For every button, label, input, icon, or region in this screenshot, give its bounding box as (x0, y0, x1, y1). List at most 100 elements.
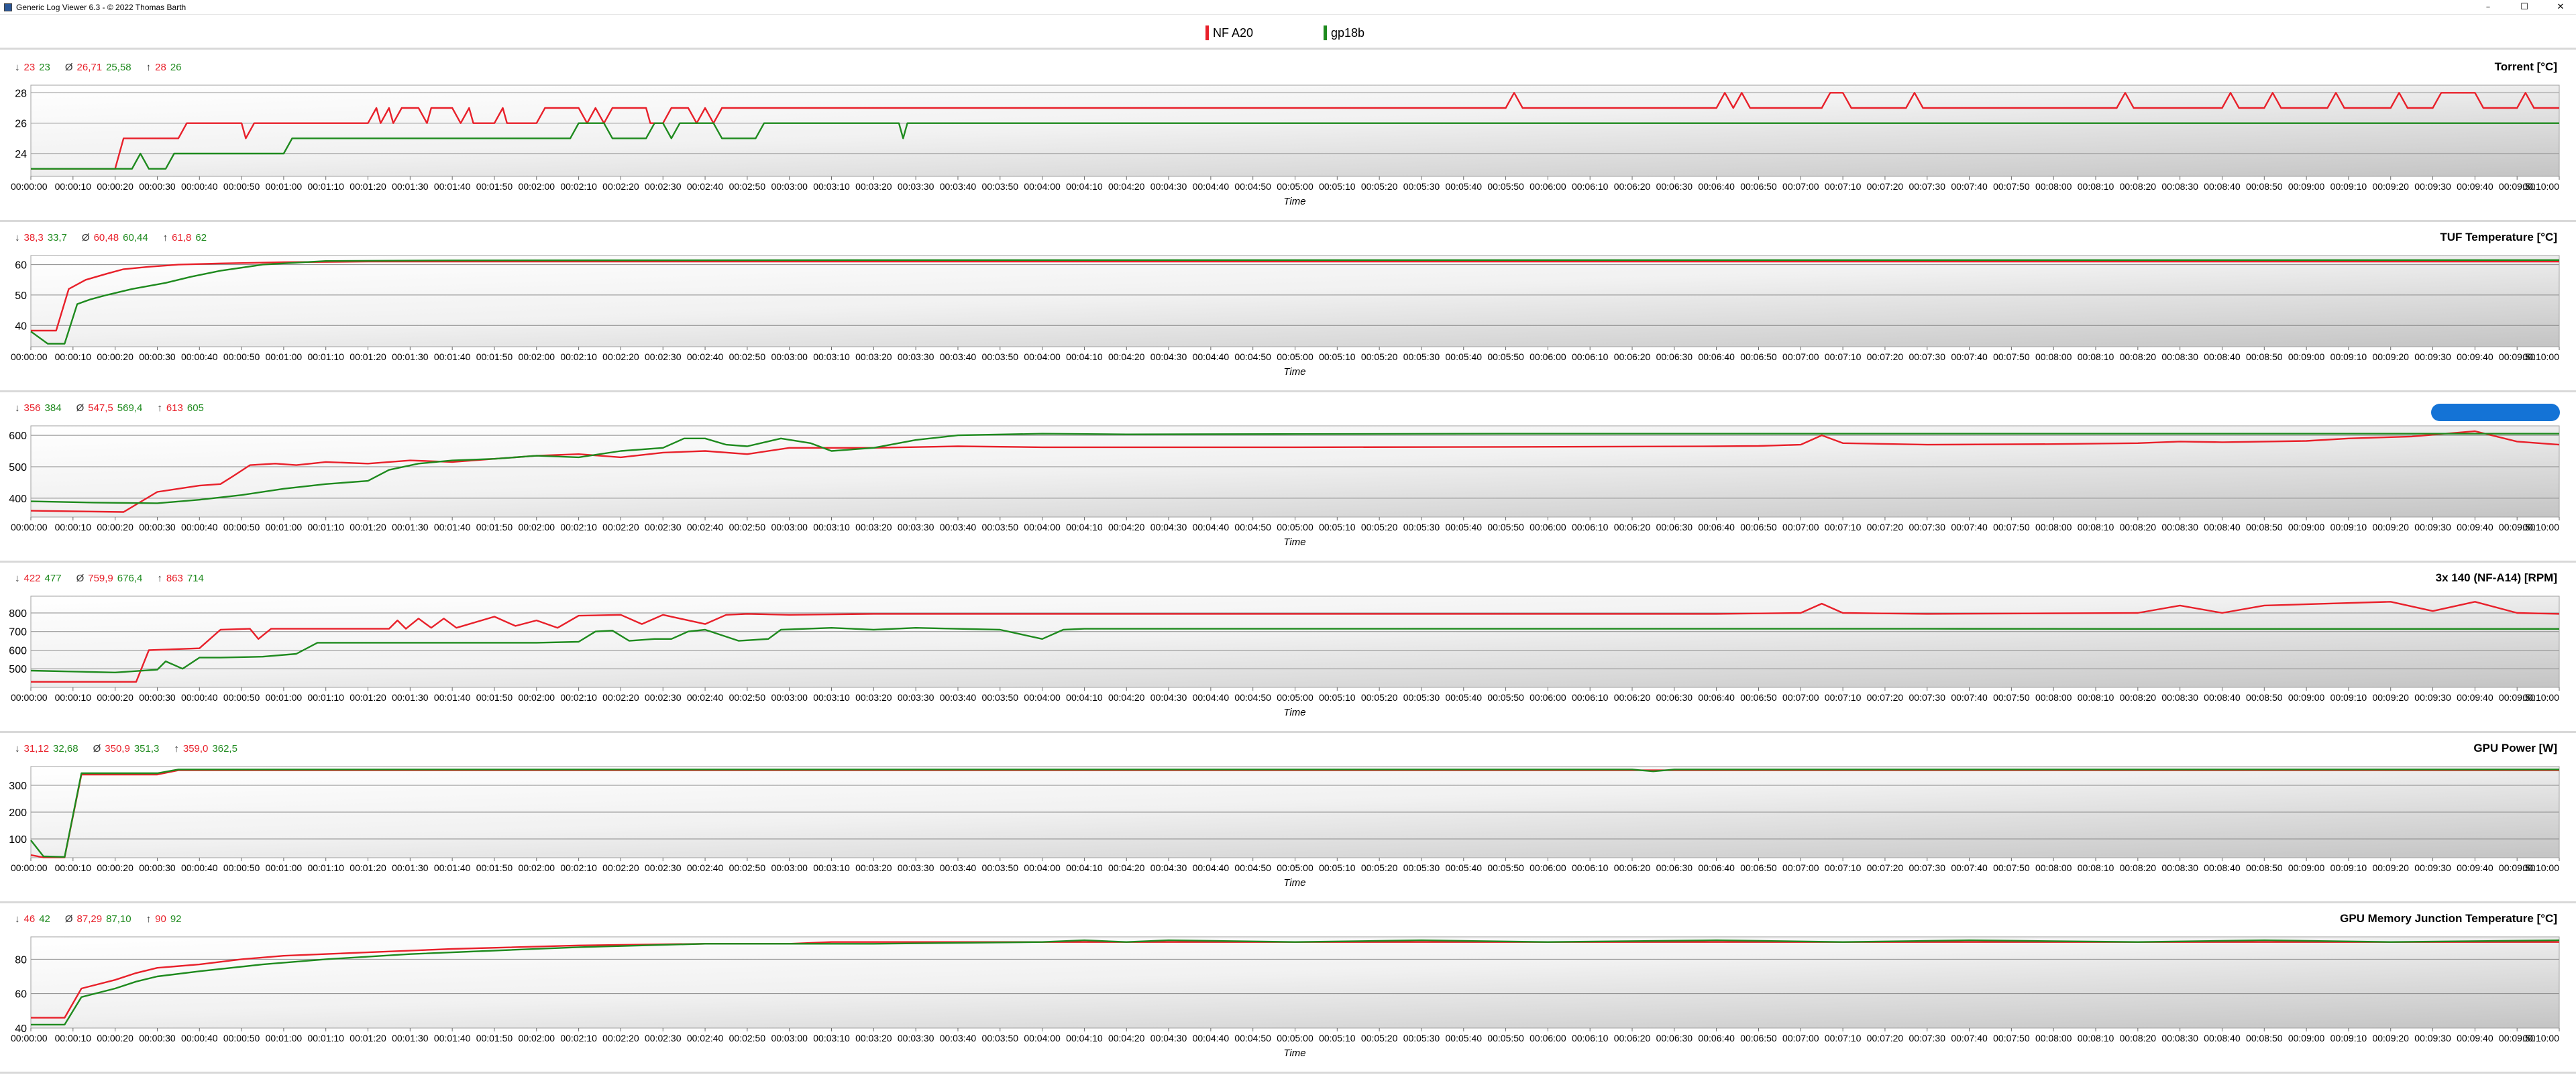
x-tick-label: 00:02:10 (560, 1033, 597, 1043)
x-tick-label: 00:04:40 (1193, 1033, 1230, 1043)
x-tick-label: 00:00:50 (223, 181, 260, 192)
x-tick-label: 00:07:30 (1909, 181, 1946, 192)
x-tick-label: 00:09:20 (2372, 692, 2409, 703)
x-tick-label: 00:06:10 (1572, 1033, 1609, 1043)
x-tick-label: 00:03:30 (898, 351, 934, 362)
x-tick-label: 00:03:40 (940, 1033, 977, 1043)
x-tick-label: 00:08:20 (2120, 351, 2157, 362)
chart-svg[interactable]: ↓ 356 384 Ø 547,5 569,4 ↑ 613 605 400 500 600 00:00:… (0, 392, 2576, 561)
x-tick-label: 00:05:10 (1319, 692, 1356, 703)
plot-background (31, 256, 2559, 347)
x-axis-label: Time (1283, 707, 1305, 718)
x-tick-label: 00:02:10 (560, 862, 597, 873)
x-tick-label: 00:07:20 (1867, 862, 1904, 873)
x-tick-label: 00:05:30 (1403, 862, 1440, 873)
y-tick-label: 100 (9, 834, 27, 846)
x-tick-label: 00:03:20 (855, 522, 892, 532)
x-tick-label: 00:02:20 (602, 1033, 639, 1043)
plot-background (31, 426, 2559, 517)
x-tick-label: 00:05:30 (1403, 1033, 1440, 1043)
plot-background (31, 596, 2559, 687)
x-tick-label: 00:04:10 (1066, 692, 1103, 703)
x-tick-label: 00:03:00 (771, 862, 808, 873)
stat-value: 92 (170, 913, 182, 925)
x-tick-label: 00:00:00 (11, 1033, 48, 1043)
chart-panel[interactable]: ↓ 38,3 33,7 Ø 60,48 60,44 ↑ 61,8 62 TUF Temperatu… (0, 222, 2576, 390)
stat-value: 714 (187, 573, 204, 584)
close-button[interactable]: ✕ (2557, 2, 2565, 12)
x-tick-label: 00:03:20 (855, 692, 892, 703)
x-tick-label: 00:01:20 (350, 351, 386, 362)
x-tick-label: 00:04:50 (1234, 522, 1271, 532)
chart-svg[interactable]: ↓ 422 477 Ø 759,9 676,4 ↑ 863 714 3x 140 (NF-A14)… (0, 563, 2576, 731)
y-tick-label: 200 (9, 807, 27, 819)
x-tick-label: 00:06:40 (1698, 181, 1735, 192)
x-tick-label: 00:09:00 (2288, 351, 2325, 362)
x-tick-label: 00:01:50 (476, 181, 513, 192)
stats-summary: ↓ 31,12 32,68 Ø 350,9 351,3 ↑ 359,0 362,5 (15, 743, 237, 754)
legend-item-nf-a20[interactable]: NF A20 (1205, 25, 1253, 40)
minimize-button[interactable]: – (2485, 2, 2491, 12)
x-tick-label: 00:02:50 (729, 522, 766, 532)
stat-value: 32,68 (53, 743, 78, 754)
x-tick-label: 00:03:20 (855, 862, 892, 873)
x-tick-label: 00:04:00 (1024, 692, 1061, 703)
stat-value: Ø (76, 573, 85, 584)
x-tick-label: 00:06:50 (1740, 351, 1777, 362)
x-tick-label: 00:00:00 (11, 181, 48, 192)
x-tick-label: 00:07:30 (1909, 1033, 1946, 1043)
x-tick-label: 00:02:00 (519, 351, 555, 362)
x-tick-label: 00:03:10 (813, 181, 850, 192)
maximize-button[interactable]: ☐ (2520, 2, 2528, 12)
y-tick-label: 26 (15, 119, 27, 130)
legend-item-gp18b[interactable]: gp18b (1324, 25, 1364, 40)
stat-value: ↓ (15, 743, 20, 754)
x-tick-label: 00:07:30 (1909, 351, 1946, 362)
y-tick-label: 800 (9, 608, 27, 620)
stat-value: 60,48 (94, 232, 119, 243)
x-tick-label: 00:07:10 (1825, 181, 1862, 192)
chart-panel[interactable]: ↓ 46 42 Ø 87,29 87,10 ↑ 90 92 GPU Memory Junction… (0, 903, 2576, 1072)
x-tick-label: 00:02:20 (602, 522, 639, 532)
x-tick-label: 00:08:10 (2078, 862, 2114, 873)
x-tick-label: 00:06:00 (1529, 181, 1566, 192)
stat-value: Ø (82, 232, 90, 243)
x-tick-label: 00:00:20 (97, 1033, 133, 1043)
x-tick-label: 00:05:20 (1361, 1033, 1398, 1043)
stat-value: Ø (76, 402, 85, 414)
x-tick-label: 00:10:00 (2523, 1033, 2560, 1043)
chart-panel[interactable]: ↓ 23 23 Ø 26,71 25,58 ↑ 28 26 Torrent [°C] 24 26 28 0… (0, 52, 2576, 220)
x-tick-label: 00:05:10 (1319, 1033, 1356, 1043)
x-tick-label: 00:06:40 (1698, 351, 1735, 362)
x-tick-label: 00:02:00 (519, 692, 555, 703)
stat-value: ↓ (15, 232, 20, 243)
x-tick-label: 00:02:00 (519, 181, 555, 192)
chart-panel[interactable]: ↓ 31,12 32,68 Ø 350,9 351,3 ↑ 359,0 362,5 GPU Pow… (0, 733, 2576, 901)
x-tick-label: 00:07:40 (1951, 692, 1988, 703)
x-tick-label: 00:01:40 (434, 522, 471, 532)
x-tick-label: 00:09:00 (2288, 522, 2325, 532)
x-tick-label: 00:08:00 (2035, 862, 2072, 873)
x-tick-label: 00:06:40 (1698, 862, 1735, 873)
x-tick-label: 00:01:00 (266, 181, 303, 192)
series-line-gp18b (31, 939, 2560, 1026)
stat-value: ↑ (146, 62, 152, 73)
x-tick-label: 00:01:00 (266, 1033, 303, 1043)
chart-panel[interactable]: ↓ 422 477 Ø 759,9 676,4 ↑ 863 714 3x 140 (NF-A14)… (0, 563, 2576, 731)
chart-svg[interactable]: ↓ 31,12 32,68 Ø 350,9 351,3 ↑ 359,0 362,5 GPU Pow… (0, 733, 2576, 901)
x-tick-label: 00:07:20 (1867, 522, 1904, 532)
x-tick-label: 00:00:00 (11, 522, 48, 532)
x-tick-label: 00:03:30 (898, 1033, 934, 1043)
stats-summary: ↓ 356 384 Ø 547,5 569,4 ↑ 613 605 (15, 402, 204, 414)
chart-panel[interactable]: ↓ 356 384 Ø 547,5 569,4 ↑ 613 605 400 500 600 00:00:… (0, 392, 2576, 561)
stats-summary: ↓ 46 42 Ø 87,29 87,10 ↑ 90 92 (15, 913, 182, 925)
title-bar: Generic Log Viewer 6.3 - © 2022 Thomas B… (0, 0, 2576, 15)
x-tick-label: 00:04:00 (1024, 1033, 1061, 1043)
x-tick-label: 00:08:50 (2246, 181, 2283, 192)
stat-value: 605 (187, 402, 204, 414)
x-tick-label: 00:01:40 (434, 1033, 471, 1043)
chart-svg[interactable]: ↓ 23 23 Ø 26,71 25,58 ↑ 28 26 Torrent [°C]2426280… (0, 52, 2576, 220)
x-tick-label: 00:04:20 (1108, 862, 1145, 873)
chart-svg[interactable]: ↓ 46 42 Ø 87,29 87,10 ↑ 90 92 GPU Memory Junction… (0, 903, 2576, 1072)
chart-svg[interactable]: ↓ 38,3 33,7 Ø 60,48 60,44 ↑ 61,8 62 TUF Temperatu… (0, 222, 2576, 390)
